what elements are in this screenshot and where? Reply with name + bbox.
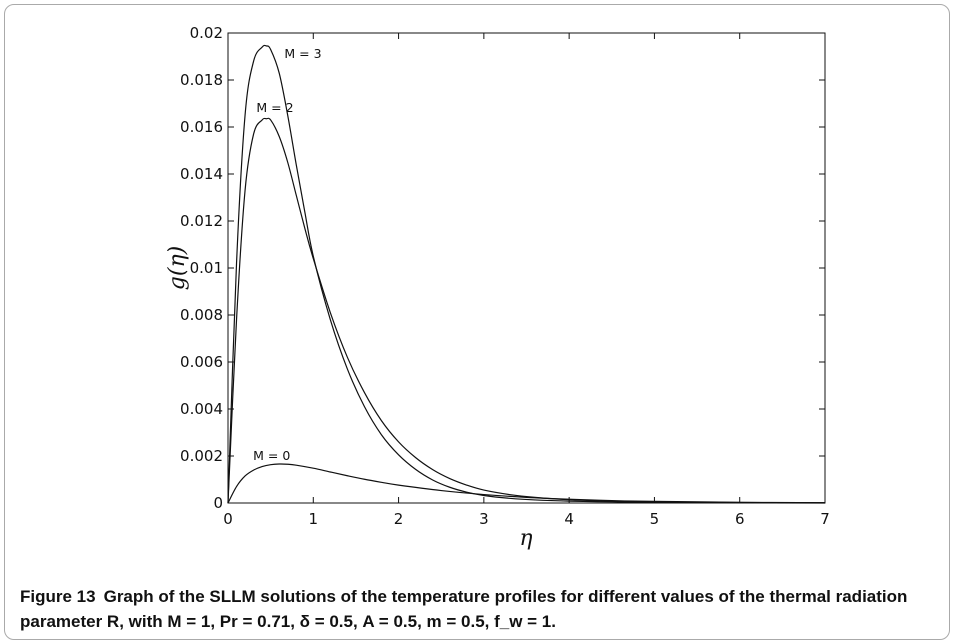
y-tick-label: 0 [213, 494, 223, 512]
figure-caption-text: Graph of the SLLM solutions of the tempe… [20, 587, 908, 631]
figure-frame [4, 4, 950, 640]
x-tick-label: 7 [820, 510, 830, 528]
series-line [227, 117, 826, 504]
x-tick-label: 2 [394, 510, 404, 528]
y-tick-label: 0.018 [180, 71, 223, 89]
line-chart: 0 1 2 3 4 5 6 7 0 0.002 0.004 0.006 0.008 0.01 0.012 0.… [165, 24, 830, 551]
series-label: M = 3 [284, 46, 321, 61]
y-tick-label: 0.014 [180, 165, 223, 183]
x-tick-label: 6 [735, 510, 745, 528]
series-line [227, 463, 826, 504]
y-tick-label: 0.002 [180, 447, 223, 465]
series-label: M = 0 [253, 448, 290, 463]
x-tick-label: 1 [309, 510, 319, 528]
x-tick-label: 0 [223, 510, 233, 528]
x-axis-label: η [519, 526, 532, 551]
figure-number: Figure 13 [20, 587, 96, 606]
y-tick-label: 0.006 [180, 353, 223, 371]
y-tick-label: 0.02 [190, 24, 223, 42]
y-axis-label: g(η) [165, 246, 190, 290]
y-tick-label: 0.012 [180, 212, 223, 230]
axis-ticks: 0 1 2 3 4 5 6 7 0 0.002 0.004 0.006 0.008 0.01 0.012 0.… [180, 24, 830, 528]
series-label: M = 2 [256, 100, 293, 115]
x-tick-label: 5 [650, 510, 660, 528]
figure-caption: Figure 13 Graph of the SLLM solutions of … [20, 584, 945, 634]
y-tick-label: 0.01 [190, 259, 223, 277]
plot-area [227, 32, 826, 504]
y-tick-label: 0.016 [180, 118, 223, 136]
series-labels: M = 3 M = 2 M = 0 [253, 46, 321, 463]
y-tick-label: 0.004 [180, 400, 223, 418]
y-tick-label: 0.008 [180, 306, 223, 324]
x-tick-label: 4 [564, 510, 574, 528]
series-lines [227, 44, 826, 504]
series-line [227, 44, 826, 504]
x-tick-label: 3 [479, 510, 489, 528]
